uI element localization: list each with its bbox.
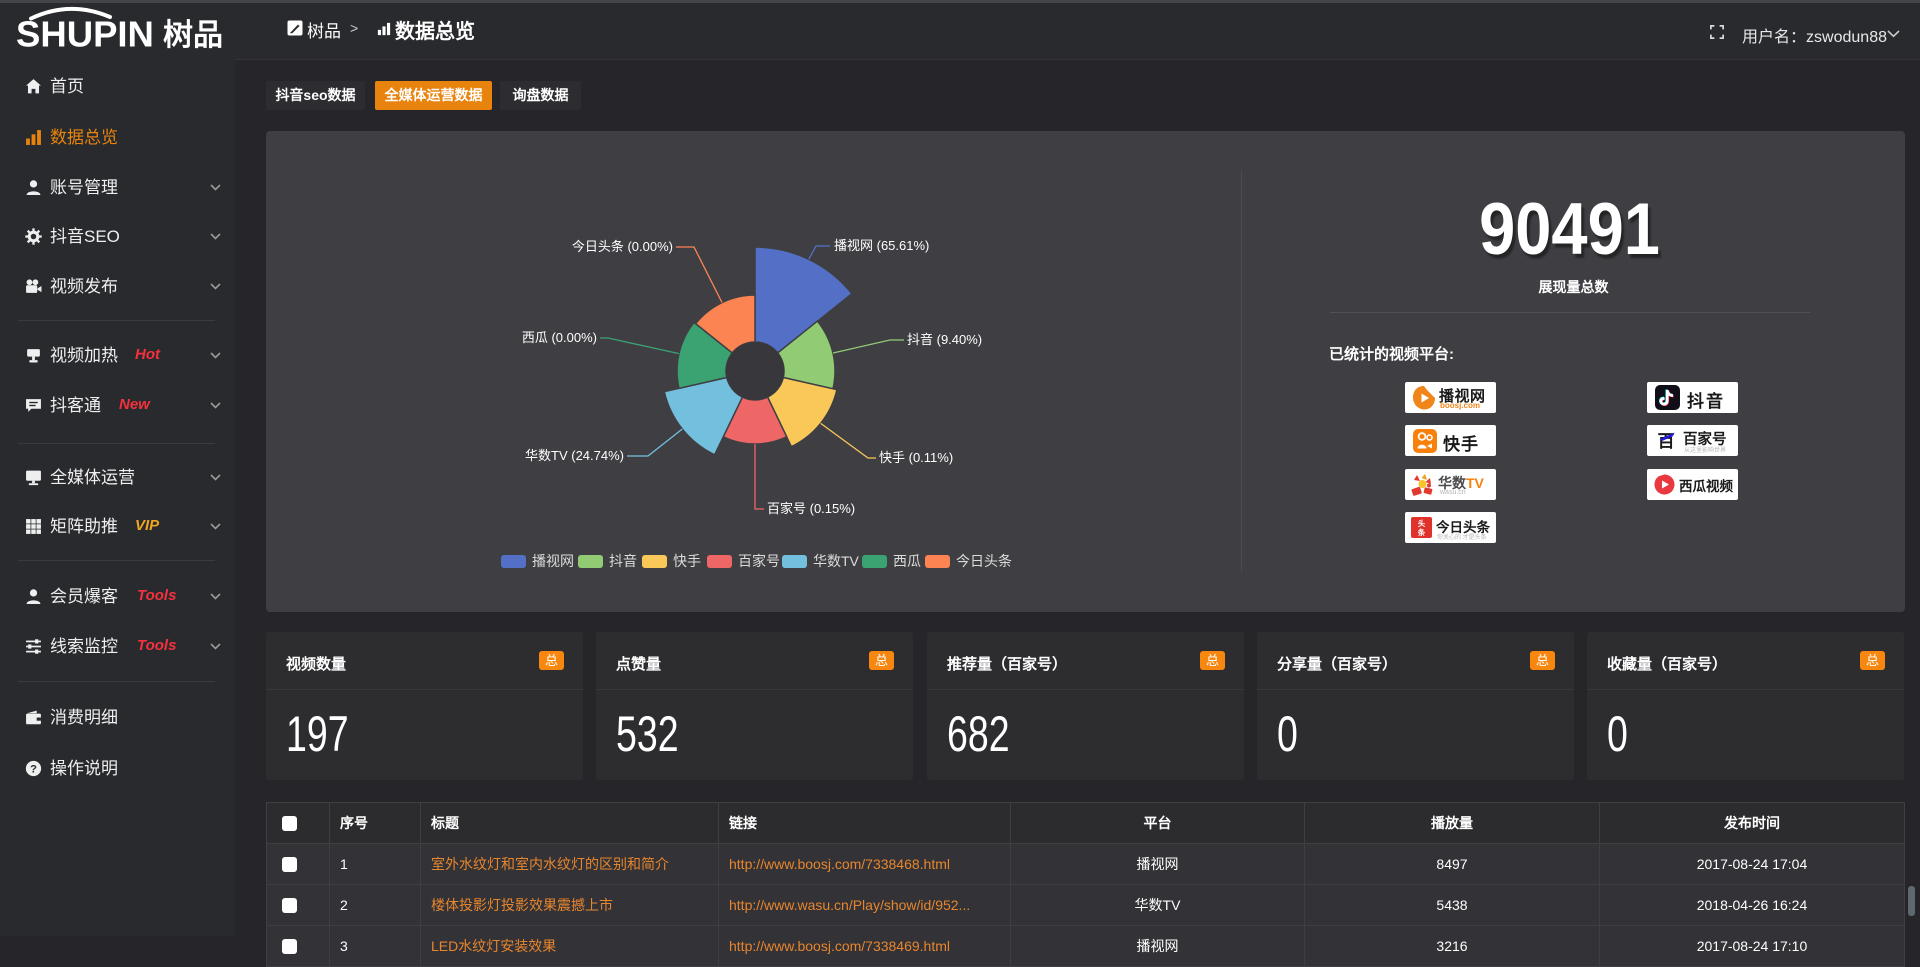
svg-text:?: ? <box>30 763 37 775</box>
svg-text:树品: 树品 <box>163 19 223 50</box>
svg-text:头: 头 <box>1418 518 1426 528</box>
svg-text:条: 条 <box>1417 527 1426 537</box>
svg-text:SHUPIN: SHUPIN <box>16 13 154 50</box>
